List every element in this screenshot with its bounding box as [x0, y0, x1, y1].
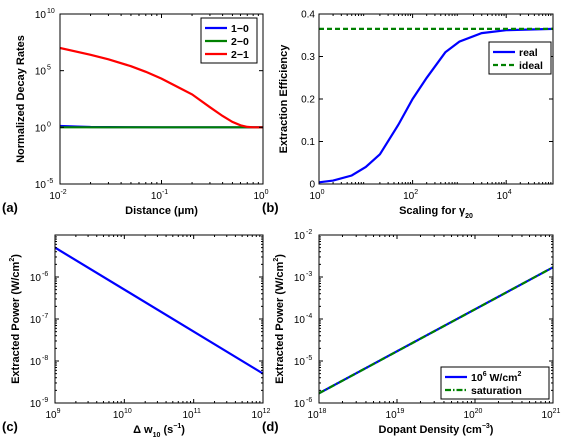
plot-area	[55, 246, 263, 375]
axes-frame	[54, 234, 264, 404]
x-axis-label: Dopant Density (cm−3)	[379, 423, 494, 436]
y-tick-label: 10	[35, 123, 47, 134]
y-tick-exponent: -7	[42, 313, 48, 320]
series-line-1	[55, 246, 263, 375]
y-tick-label: 0.2	[301, 95, 315, 106]
legend-label: 2−1	[231, 49, 249, 61]
y-tick-exponent: 10	[47, 8, 55, 15]
series-line-1	[319, 27, 553, 184]
x-tick-label: 10-1	[151, 189, 168, 202]
y-tick-exponent: -5	[306, 355, 312, 362]
y-tick-label: 0.1	[301, 137, 315, 148]
y-tick-exponent: -2	[306, 229, 312, 236]
x-tick-label: 100	[309, 189, 324, 202]
y-axis-label: Extraction Efficiency	[278, 44, 290, 154]
plot-area	[60, 46, 263, 129]
panel-label: (a)	[2, 200, 18, 215]
y-tick-exponent: -6	[306, 397, 312, 404]
x-tick-label: 1011	[182, 408, 200, 421]
legend-label: real	[519, 47, 538, 59]
y-tick-exponent: -8	[42, 355, 48, 362]
y-tick-label: 0.3	[301, 52, 315, 63]
panel-label: (d)	[262, 419, 279, 434]
y-tick-label: 10	[30, 315, 42, 326]
plot-area	[319, 27, 553, 184]
x-tick-label: 104	[497, 189, 512, 202]
x-axis-label: Δ w10 (s−1)	[133, 423, 185, 439]
y-tick-label: 0.4	[301, 10, 315, 21]
legend-label: 1−0	[231, 23, 249, 35]
y-tick-exponent: 5	[47, 65, 51, 72]
legend-label: 2−0	[231, 36, 249, 48]
x-axis-label: Scaling for γ20	[399, 205, 473, 220]
legend-box	[488, 41, 552, 75]
y-tick-label: 10	[35, 180, 47, 191]
series-line-2	[319, 266, 553, 395]
y-tick-exponent: -4	[306, 313, 312, 320]
series-line-3	[60, 46, 263, 129]
x-tick-label: 1021	[542, 408, 561, 421]
x-tick-label: 10-2	[49, 189, 66, 202]
y-tick-label: 10	[30, 357, 42, 368]
x-tick-label: 1019	[386, 408, 405, 421]
y-tick-label: 10	[294, 273, 306, 284]
legend-label: 106 W/cm2	[471, 371, 522, 384]
plot-area	[319, 266, 553, 395]
legend-box	[440, 366, 550, 400]
y-tick-exponent: -5	[47, 178, 53, 185]
x-tick-label: 109	[45, 408, 60, 421]
x-axis-label: Distance (μm)	[125, 205, 198, 217]
y-tick-label: 10	[294, 315, 306, 326]
y-tick-label: 10	[35, 67, 47, 78]
axes-frame	[318, 13, 554, 185]
x-tick-label: 100	[253, 189, 268, 202]
panel-label: (c)	[2, 419, 18, 434]
y-tick-label: 0	[309, 180, 315, 191]
panel-label: (b)	[262, 200, 279, 215]
legend-label: saturation	[471, 385, 522, 397]
y-tick-exponent: -3	[306, 271, 312, 278]
x-tick-label: 1010	[113, 408, 132, 421]
x-tick-label: 102	[403, 189, 418, 202]
legend: 1−02−02−1	[200, 17, 258, 64]
y-tick-label: 10	[30, 273, 42, 284]
legend-label: ideal	[519, 60, 543, 72]
x-tick-label: 1020	[464, 408, 483, 421]
panel-b: 100 102 104 0 0.1 0.2 0.3 0.4 Scaling for γ20 Ext…	[262, 10, 554, 220]
y-tick-exponent: -6	[42, 271, 48, 278]
y-axis-label: Normalized Decay Rates	[15, 35, 27, 163]
y-tick-exponent: -9	[42, 397, 48, 404]
y-tick-label: 10	[294, 399, 306, 410]
y-tick-label: 10	[30, 399, 42, 410]
x-tick-label: 1018	[308, 408, 327, 421]
y-axis-label: Extracted Power (W/cm2)	[273, 254, 286, 384]
y-axis-label: Extracted Power (W/cm2)	[9, 254, 22, 384]
y-tick-label: 10	[35, 10, 47, 21]
y-tick-exponent: 0	[47, 121, 51, 128]
y-tick-label: 10	[294, 231, 306, 242]
x-tick-label: 1012	[252, 408, 271, 421]
y-tick-label: 10	[294, 357, 306, 368]
